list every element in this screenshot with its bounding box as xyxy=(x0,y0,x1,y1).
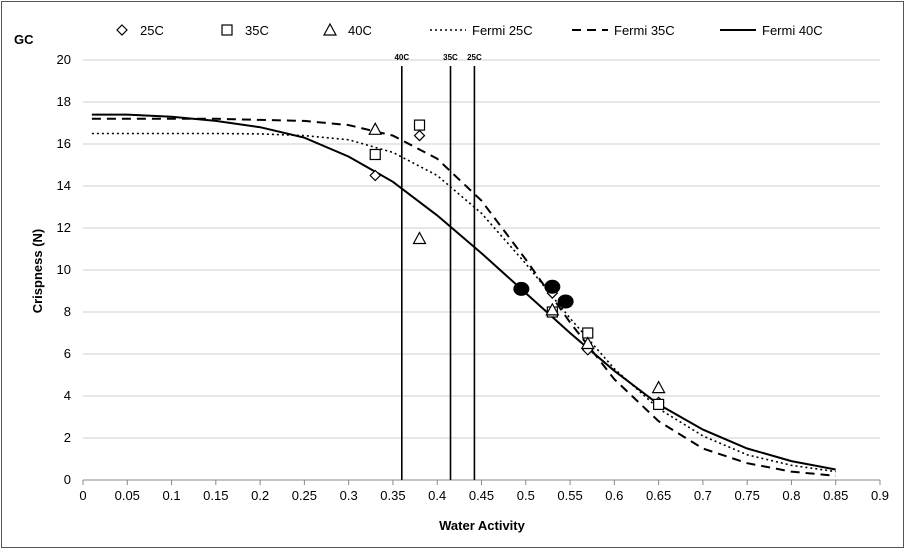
y-tick-label: 0 xyxy=(64,472,71,487)
data-point-35c xyxy=(369,148,381,161)
x-tick-label: 0.65 xyxy=(646,488,671,503)
y-tick-label: 14 xyxy=(57,178,71,193)
x-axis-title: Water Activity xyxy=(439,518,525,533)
data-point-40c xyxy=(545,302,560,316)
x-tick-label: 0.8 xyxy=(782,488,800,503)
fit-curve-fermi-40c xyxy=(91,113,836,471)
y-tick-label: 2 xyxy=(64,430,71,445)
legend-marker-40c xyxy=(322,22,338,36)
vertical-reference-lines: 40C 35C 25C xyxy=(394,53,482,480)
x-tick-label: 0.45 xyxy=(469,488,494,503)
fit-curve-fermi-35c xyxy=(91,117,836,477)
critical-points xyxy=(513,279,574,309)
x-tick-label: 0.25 xyxy=(292,488,317,503)
x-tick-labels: 0 0.05 0.1 0.15 0.2 0.25 0.3 0.35 0.4 0.45 0.5 0.55… xyxy=(79,480,889,503)
corner-label: GC xyxy=(14,32,34,47)
data-point-40c xyxy=(651,380,666,394)
data-point-40c xyxy=(368,122,383,135)
data-markers xyxy=(368,119,666,410)
data-point-35c xyxy=(653,398,665,410)
y-tick-label: 4 xyxy=(64,388,71,403)
x-tick-label: 0.3 xyxy=(340,488,358,503)
legend-marker-35c xyxy=(221,24,233,36)
y-tick-label: 20 xyxy=(57,52,71,67)
data-point-35c xyxy=(413,119,426,131)
x-tick-label: 0.15 xyxy=(203,488,228,503)
critical-point xyxy=(557,294,574,309)
legend-label: Fermi 35C xyxy=(614,23,675,38)
data-point-25c xyxy=(369,169,382,182)
y-tick-label: 8 xyxy=(64,304,71,319)
legend-label: Fermi 25C xyxy=(472,23,533,38)
legend-label: 40C xyxy=(348,23,372,38)
x-tick-label: 0.2 xyxy=(251,488,269,503)
data-point-25c xyxy=(413,129,426,142)
x-tick-label: 0.05 xyxy=(115,488,140,503)
x-tick-label: 0.7 xyxy=(694,488,712,503)
x-tick-label: 0.6 xyxy=(605,488,623,503)
vertical-line-label: 35C xyxy=(443,53,458,62)
x-tick-label: 0.55 xyxy=(557,488,582,503)
x-tick-label: 0.5 xyxy=(517,488,535,503)
y-tick-label: 6 xyxy=(64,346,71,361)
y-tick-label: 12 xyxy=(57,220,71,235)
legend-label: 25C xyxy=(140,23,164,38)
x-tick-label: 0 xyxy=(79,488,86,503)
x-tick-label: 0.4 xyxy=(428,488,446,503)
data-point-40c xyxy=(412,231,427,245)
legend-marker-25c xyxy=(116,24,128,36)
y-axis-title: Crispness (N) xyxy=(30,229,45,314)
x-tick-label: 0.85 xyxy=(823,488,848,503)
vertical-line-label: 40C xyxy=(394,53,409,62)
x-tick-label: 0.75 xyxy=(735,488,760,503)
x-tick-label: 0.9 xyxy=(871,488,889,503)
legend-label: 35C xyxy=(245,23,269,38)
x-tick-label: 0.35 xyxy=(380,488,405,503)
grid-lines xyxy=(83,59,880,481)
y-tick-labels: 0 2 4 6 8 10 12 14 16 18 20 xyxy=(57,52,71,487)
y-tick-label: 18 xyxy=(57,94,71,109)
y-tick-label: 16 xyxy=(57,136,71,151)
fit-curve-fermi-25c xyxy=(91,132,836,473)
legend-label: Fermi 40C xyxy=(762,23,823,38)
vertical-line-label: 25C xyxy=(467,53,482,62)
y-tick-label: 10 xyxy=(57,262,71,277)
critical-point xyxy=(544,279,561,294)
legend: 25C 35C 40C Fermi 25C Fermi 35C Fermi 40C xyxy=(116,22,823,38)
x-tick-label: 0.1 xyxy=(163,488,181,503)
fit-curves xyxy=(91,113,836,477)
data-point-40c xyxy=(580,336,595,350)
critical-point xyxy=(513,281,530,296)
